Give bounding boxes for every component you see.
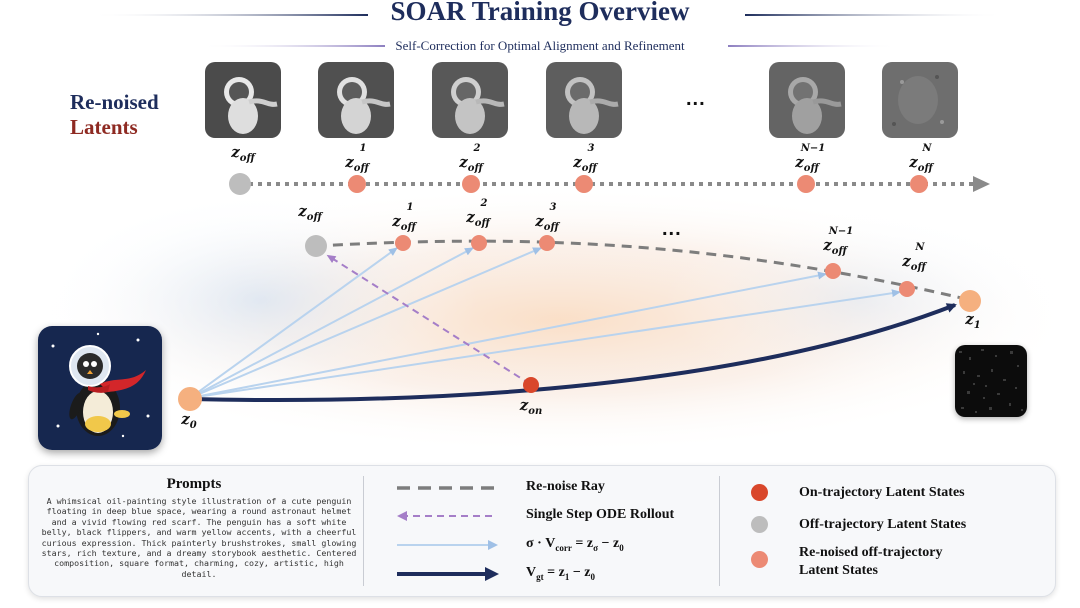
- legend-sigma-vcorr: σ · Vcorr = zσ − z0: [526, 536, 624, 553]
- row-label-line1: Re-noised: [70, 90, 159, 114]
- thumbnail-z-off-n-1: [769, 62, 845, 138]
- legend-on-dot: [751, 484, 768, 501]
- legend-panel: Prompts A whimsical oil-painting style i…: [28, 465, 1056, 597]
- traj-label-z-off-1: 1 zoff: [392, 202, 416, 234]
- top-label-z-off: zoff: [231, 143, 255, 164]
- top-label-z-off-n-1: N−1 zoff: [795, 143, 826, 175]
- legend-renoised-line1: Re-noised off-trajectory: [799, 545, 943, 560]
- thumbnail-z-off-2: [432, 62, 508, 138]
- legend-renoise-ray: Re-noise Ray: [526, 479, 605, 494]
- thumbnail-z-off-n: [882, 62, 958, 138]
- top-label-z-off-3: 3 zoff: [573, 143, 597, 175]
- thumbnail-z-off: [205, 62, 281, 138]
- trajectory-ellipsis: ...: [662, 218, 682, 240]
- traj-label-z-off-n: N zoff: [902, 242, 926, 274]
- traj-label-z-off-n-1: N−1 zoff: [823, 226, 854, 258]
- traj-label-z1: z1: [965, 310, 981, 331]
- legend-off-trajectory: Off-trajectory Latent States: [799, 517, 967, 532]
- traj-label-zon: zon: [519, 396, 543, 417]
- prompts-title: Prompts: [166, 476, 222, 492]
- noise-thumbnail: [955, 345, 1027, 417]
- traj-label-z-off-2: 2 zoff: [466, 198, 490, 230]
- row-label-line2: Latents: [70, 115, 138, 139]
- traj-label-z-off: zoff: [298, 202, 322, 223]
- legend-off-dot: [751, 516, 768, 533]
- legend-vgt: Vgt = z1 − z0: [526, 565, 596, 582]
- top-label-z-off-n: N zoff: [909, 143, 933, 175]
- legend-renoised-dot: [751, 551, 768, 568]
- legend-divider-2: [719, 476, 720, 586]
- legend-ode-rollout: Single Step ODE Rollout: [526, 507, 675, 522]
- traj-label-z-off-3: 3 zoff: [535, 202, 559, 234]
- traj-label-z0: z0: [181, 410, 197, 431]
- top-row-ellipsis: ...: [686, 88, 706, 110]
- legend-on-trajectory: On-trajectory Latent States: [799, 485, 965, 500]
- prompt-text: A whimsical oil-painting style illustrat…: [41, 496, 357, 579]
- legend-divider-1: [363, 476, 364, 586]
- page-title: SOAR Training Overview: [390, 0, 690, 26]
- penguin-image: [38, 326, 162, 450]
- thumbnail-z-off-1: [318, 62, 394, 138]
- thumbnail-z-off-3: [546, 62, 622, 138]
- top-label-z-off-2: 2 zoff: [459, 143, 483, 175]
- legend-renoised-line2: Latent States: [799, 563, 878, 578]
- top-label-z-off-1: 1 zoff: [345, 143, 369, 175]
- arrow-head: [973, 176, 990, 192]
- legend-line-samples: [397, 486, 499, 581]
- page-subtitle: Self-Correction for Optimal Alignment an…: [395, 38, 685, 53]
